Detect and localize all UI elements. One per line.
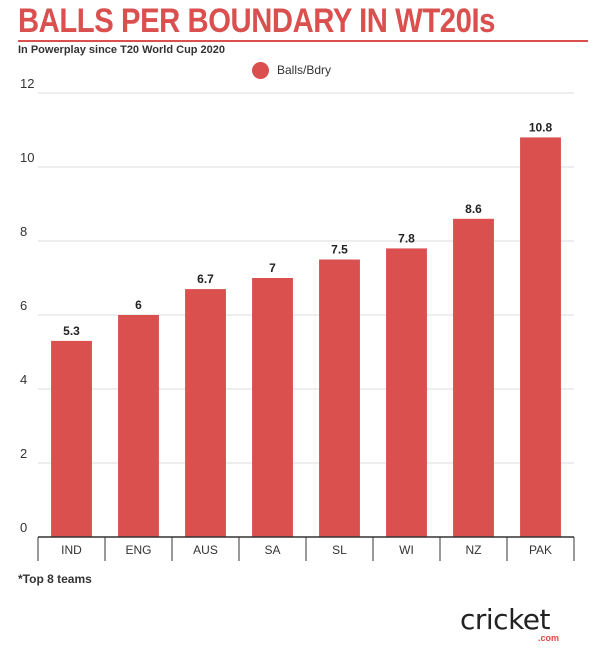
y-tick-label: 10 (20, 150, 34, 165)
x-tick-label: NZ (466, 543, 482, 557)
bar (386, 248, 427, 537)
logo-suffix: .com (538, 633, 560, 643)
x-tick-label: SA (264, 543, 280, 557)
x-tick-label: PAK (529, 543, 552, 557)
x-tick-label: SL (332, 543, 347, 557)
y-tick-label: 6 (20, 298, 27, 313)
legend: Balls/Bdry (252, 61, 331, 79)
x-tick-label: WI (399, 543, 414, 557)
logo-wordmark: cricket (460, 603, 551, 636)
y-tick-label: 2 (20, 446, 27, 461)
bar-value-label: 7 (269, 261, 276, 275)
chart-title: BALLS PER BOUNDARY IN WT20Is (18, 2, 495, 40)
bar (185, 289, 226, 537)
y-tick-label: 12 (20, 76, 34, 91)
y-tick-label: 8 (20, 224, 27, 239)
bar-value-label: 5.3 (63, 324, 80, 338)
bar-value-label: 10.8 (529, 120, 553, 134)
bar-value-label: 6 (135, 298, 142, 312)
x-tick-label: AUS (193, 543, 218, 557)
cricket-com-logo: cricket .com (460, 603, 580, 643)
bar (520, 137, 561, 537)
bar-value-label: 7.5 (331, 243, 348, 257)
bar (51, 340, 92, 537)
bars (51, 137, 561, 538)
bar (319, 259, 360, 537)
bar-chart: 0 2 4 6 8 10 12 5.3 6 6.7 7 7.5 7.8 8.6 10.8 IND ENG AU… (20, 76, 575, 561)
bar-value-label: 7.8 (398, 231, 415, 245)
bar-value-label: 6.7 (197, 272, 214, 286)
bar-value-label: 8.6 (465, 202, 482, 216)
y-axis-ticks: 0 2 4 6 8 10 12 (20, 76, 34, 535)
x-axis: IND ENG AUS SA SL WI NZ PAK (37, 536, 575, 561)
y-tick-label: 0 (20, 520, 27, 535)
value-labels: 5.3 6 6.7 7 7.5 7.8 8.6 10.8 (63, 120, 552, 338)
y-tick-label: 4 (20, 372, 27, 387)
chart-subtitle: In Powerplay since T20 World Cup 2020 (18, 44, 226, 56)
legend-label: Balls/Bdry (277, 63, 332, 77)
footnote: *Top 8 teams (18, 572, 92, 586)
x-tick-label: ENG (125, 543, 151, 557)
bar (118, 315, 159, 537)
bar (453, 218, 494, 538)
title-underline (18, 40, 588, 42)
legend-swatch-icon (252, 61, 269, 79)
bar (252, 278, 293, 537)
x-tick-label: IND (61, 543, 82, 557)
